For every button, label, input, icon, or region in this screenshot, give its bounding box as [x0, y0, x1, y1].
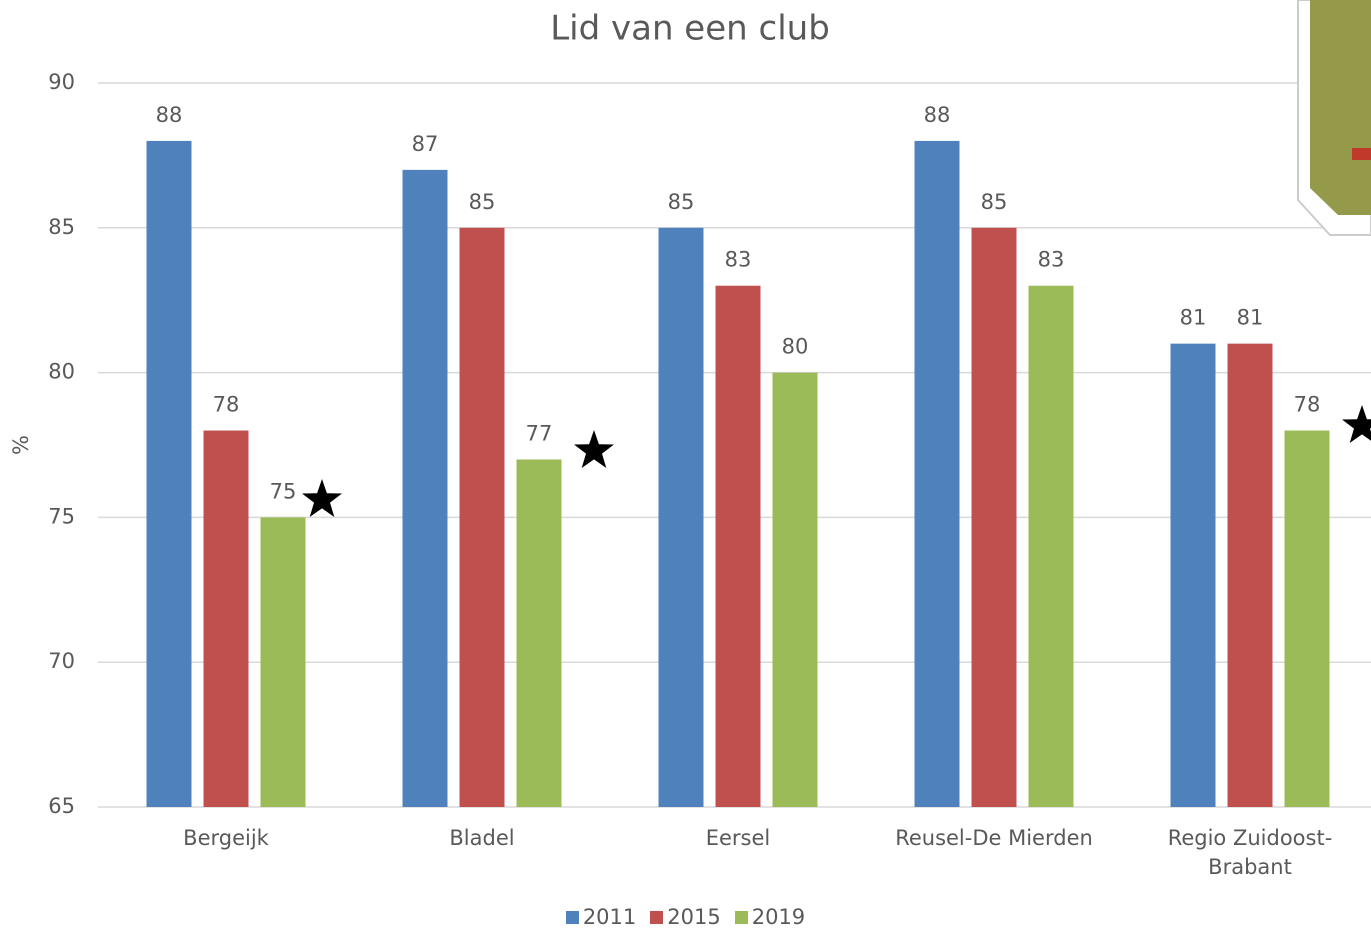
image-detail: [1352, 148, 1371, 160]
value-label: 81: [1237, 306, 1264, 330]
image-content: [1310, 0, 1371, 215]
value-label: 80: [782, 335, 809, 359]
y-tick-label: 75: [48, 504, 75, 528]
star-marker: [1342, 405, 1371, 443]
bar: [659, 228, 704, 807]
x-tick-label-box: Regio Zuidoost-Brabant: [1130, 824, 1370, 894]
value-label: 85: [469, 190, 496, 214]
x-tick-label: Eersel: [618, 824, 858, 853]
value-label: 81: [1180, 306, 1207, 330]
value-label: 83: [725, 248, 752, 272]
value-label: 88: [924, 103, 951, 127]
page: Lid van een club % 88 78 75 87 85 77 85 83 80 88 8…: [0, 0, 1371, 933]
y-tick-label: 80: [48, 360, 75, 384]
value-label: 83: [1038, 248, 1065, 272]
bar: [204, 431, 249, 807]
value-label: 75: [270, 479, 297, 503]
value-label: 78: [1294, 393, 1321, 417]
legend-item: 2015: [650, 905, 720, 929]
legend-label: 2011: [583, 905, 636, 929]
bar: [517, 459, 562, 807]
y-tick-label: 70: [48, 649, 75, 673]
bar: [1228, 344, 1273, 807]
x-tick-label-box: Bladel: [362, 824, 602, 894]
chart: Lid van een club % 88 78 75 87 85 77 85 83 80 88 8…: [0, 0, 1371, 933]
y-axis-label: %: [9, 435, 33, 455]
value-label: 78: [213, 393, 240, 417]
star-marker: [302, 479, 342, 517]
y-tick-label: 65: [48, 794, 75, 818]
x-tick-label-box: Reusel-De Mierden: [874, 824, 1114, 894]
x-tick-label: Bergeijk: [106, 824, 346, 853]
x-tick-label-box: Bergeijk: [106, 824, 346, 894]
bar: [403, 170, 448, 807]
legend-item: 2011: [566, 905, 636, 929]
bar: [716, 286, 761, 807]
value-label: 88: [156, 103, 183, 127]
value-label: 77: [526, 421, 553, 445]
bar: [972, 228, 1017, 807]
legend-item: 2019: [735, 905, 805, 929]
legend-swatch: [566, 911, 579, 924]
legend-label: 2015: [667, 905, 720, 929]
legend-swatch: [650, 911, 663, 924]
x-tick-label: Regio Zuidoost-Brabant: [1130, 824, 1370, 882]
bar: [261, 517, 306, 807]
x-tick-label: Bladel: [362, 824, 602, 853]
value-label: 87: [412, 132, 439, 156]
corner-image: [1298, 0, 1371, 235]
bar: [1029, 286, 1074, 807]
x-tick-label-box: Eersel: [618, 824, 858, 894]
legend-swatch: [735, 911, 748, 924]
y-tick-label: 90: [48, 70, 75, 94]
bar: [1171, 344, 1216, 807]
value-label: 85: [668, 190, 695, 214]
legend: 2011 2015 2019: [0, 905, 1371, 929]
bar: [147, 141, 192, 807]
chart-title: Lid van een club: [550, 9, 830, 49]
bar: [460, 228, 505, 807]
bar: [915, 141, 960, 807]
bar: [1285, 431, 1330, 807]
legend-label: 2019: [752, 905, 805, 929]
value-label: 85: [981, 190, 1008, 214]
bar: [773, 373, 818, 807]
y-tick-label: 85: [48, 215, 75, 239]
x-tick-label: Reusel-De Mierden: [874, 824, 1114, 853]
star-marker: [574, 430, 614, 468]
